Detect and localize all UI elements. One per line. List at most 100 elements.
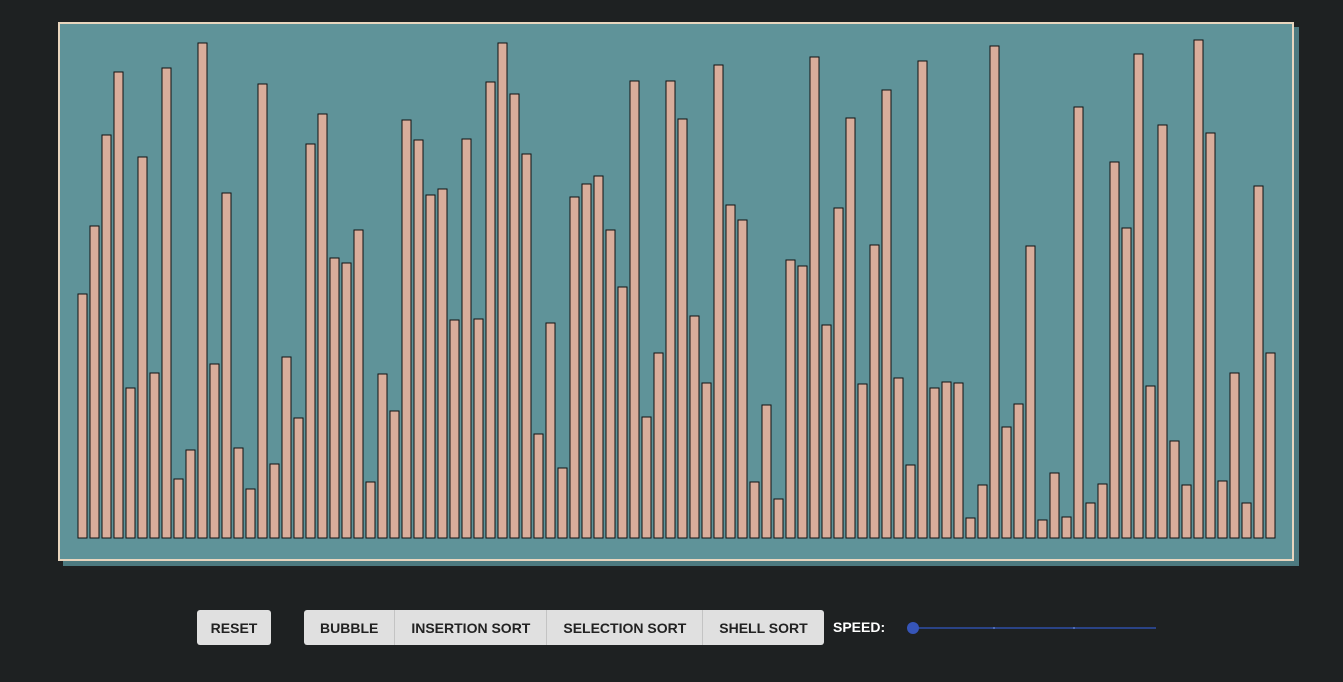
array-bar	[557, 467, 568, 539]
array-bar	[1205, 132, 1216, 539]
array-bar	[761, 404, 772, 539]
array-bar	[1109, 161, 1120, 539]
array-bar	[1133, 53, 1144, 539]
array-bar	[785, 259, 796, 539]
array-bar	[617, 286, 628, 539]
array-bar	[509, 93, 520, 539]
array-bar	[653, 352, 664, 539]
array-bar	[305, 143, 316, 539]
array-bar	[89, 225, 100, 539]
array-bar	[485, 81, 496, 539]
algorithm-button[interactable]: SELECTION SORT	[547, 610, 704, 645]
array-bar	[941, 381, 952, 539]
array-bar	[401, 119, 412, 539]
array-bar	[1085, 502, 1096, 539]
array-bar	[317, 113, 328, 539]
array-bar	[1241, 502, 1252, 539]
array-bar	[1001, 426, 1012, 539]
array-bar	[1265, 352, 1276, 539]
array-bar	[497, 42, 508, 539]
array-bar	[1169, 440, 1180, 539]
array-bar	[917, 60, 928, 539]
array-bar	[605, 229, 616, 539]
array-bar	[1181, 484, 1192, 539]
array-bar	[245, 488, 256, 539]
array-bar	[833, 207, 844, 539]
array-bar	[1013, 403, 1024, 539]
array-bar	[881, 89, 892, 539]
array-bar	[473, 318, 484, 539]
array-bar	[341, 262, 352, 539]
array-bar	[845, 117, 856, 539]
array-bar	[197, 42, 208, 539]
algorithm-button[interactable]: BUBBLE	[304, 610, 396, 645]
array-bar	[365, 481, 376, 539]
array-bar	[1049, 472, 1060, 539]
array-bar	[641, 416, 652, 539]
array-bar	[137, 156, 148, 539]
array-bar	[725, 204, 736, 539]
array-bar	[293, 417, 304, 539]
array-bar	[977, 484, 988, 539]
array-bar	[593, 175, 604, 539]
array-bar	[1121, 227, 1132, 539]
array-bar	[1253, 185, 1264, 539]
array-bar	[929, 387, 940, 539]
array-bar	[821, 324, 832, 539]
array-bar	[521, 153, 532, 539]
array-bar	[413, 139, 424, 539]
array-bar	[329, 257, 340, 539]
array-bar	[437, 188, 448, 539]
array-bar	[1025, 245, 1036, 539]
array-bar	[185, 449, 196, 539]
array-bar	[569, 196, 580, 539]
array-bar	[161, 67, 172, 539]
array-bar	[221, 192, 232, 539]
array-bar	[1073, 106, 1084, 539]
algorithm-button[interactable]: INSERTION SORT	[395, 610, 548, 645]
array-bar	[77, 293, 88, 539]
array-bar	[269, 463, 280, 539]
array-bar	[749, 481, 760, 539]
array-bar	[677, 118, 688, 539]
array-bar	[989, 45, 1000, 539]
array-bar	[1217, 480, 1228, 539]
array-bar	[809, 56, 820, 539]
array-bar	[389, 410, 400, 539]
array-bar	[689, 315, 700, 539]
array-bar	[857, 383, 868, 539]
array-bar	[1193, 39, 1204, 539]
array-bar	[125, 387, 136, 539]
algorithm-button[interactable]: SHELL SORT	[703, 610, 824, 645]
reset-button[interactable]: RESET	[197, 610, 271, 645]
array-bar	[545, 322, 556, 539]
array-bar	[449, 319, 460, 539]
array-bar	[209, 363, 220, 539]
array-bar	[353, 229, 364, 539]
array-bar	[533, 433, 544, 539]
array-bar	[713, 64, 724, 539]
array-bar	[953, 382, 964, 539]
array-bar	[869, 244, 880, 539]
array-bar	[425, 194, 436, 539]
array-bar	[581, 183, 592, 539]
array-bar	[149, 372, 160, 539]
array-bar	[701, 382, 712, 539]
bars-canvas	[77, 39, 1276, 539]
speed-label: SPEED:	[833, 619, 886, 635]
array-bar	[461, 138, 472, 539]
array-bar	[629, 80, 640, 539]
array-bar	[905, 464, 916, 539]
speed-slider[interactable]	[906, 618, 1158, 638]
array-bar	[1097, 483, 1108, 539]
array-bar	[1157, 124, 1168, 539]
algorithm-buttons: BUBBLE INSERTION SORT SELECTION SORT SHELL …	[304, 610, 824, 645]
array-bar	[797, 265, 808, 539]
array-bar	[737, 219, 748, 539]
array-bar	[281, 356, 292, 539]
array-bar	[773, 498, 784, 539]
array-bar	[1037, 519, 1048, 539]
array-bar	[113, 71, 124, 539]
array-bar	[1229, 372, 1240, 539]
